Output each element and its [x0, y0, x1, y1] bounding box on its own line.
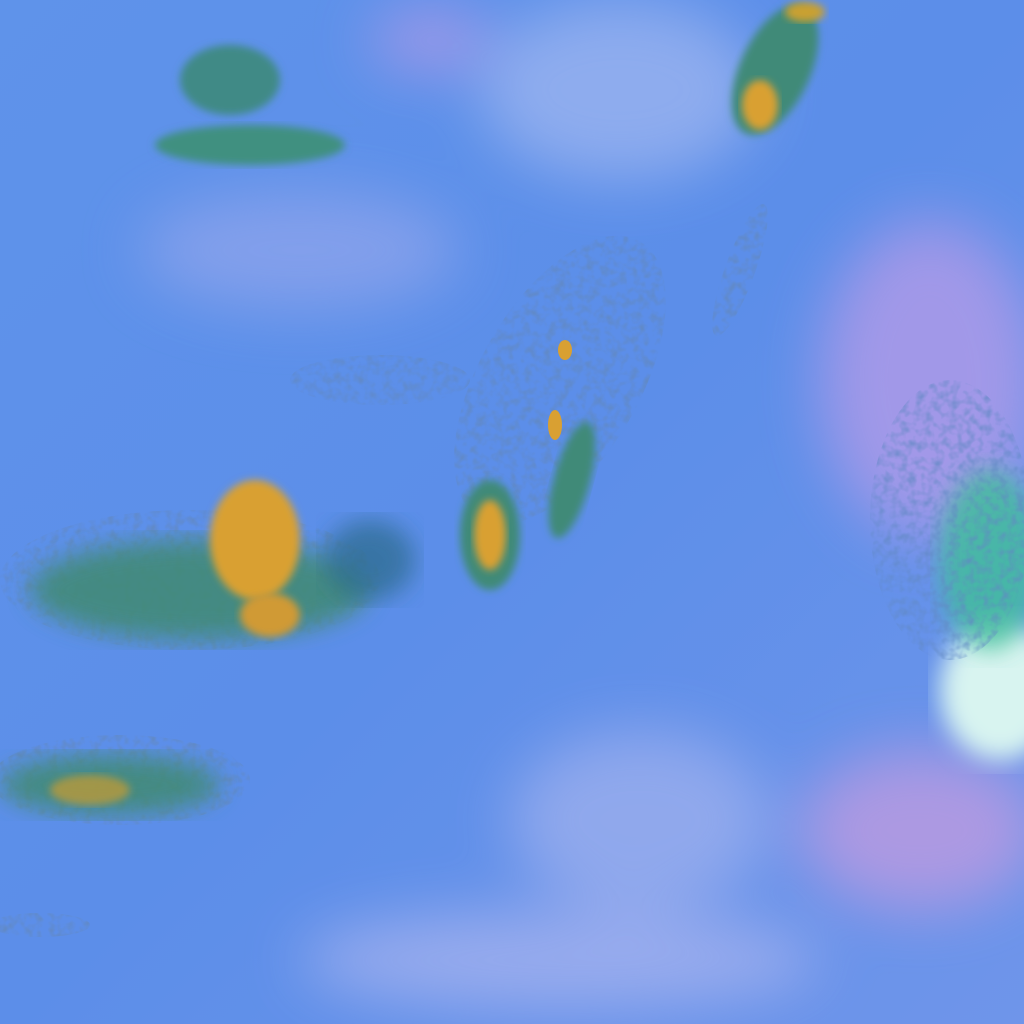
island-large-west [0, 480, 415, 650]
island-chain-north [731, 2, 825, 136]
island-chain-central [290, 204, 768, 590]
island-northwest [155, 45, 345, 165]
island-southwest [0, 735, 250, 937]
cloud-mass-east [870, 380, 1024, 760]
